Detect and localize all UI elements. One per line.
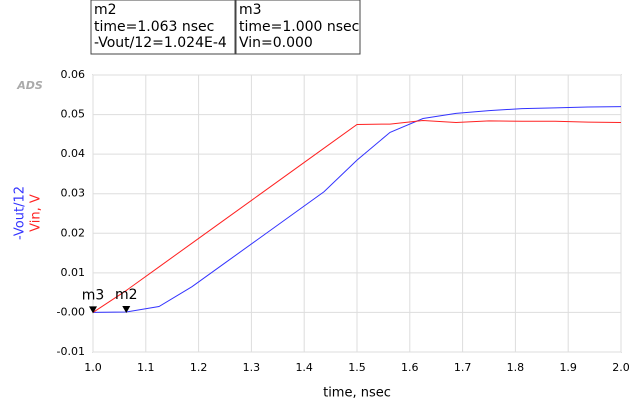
y-axis-label: Vin, V <box>29 194 44 232</box>
x-tick-label: 1.6 <box>401 361 419 374</box>
y-tick-label: 0.04 <box>61 147 86 160</box>
x-tick-label: 1.8 <box>507 361 525 374</box>
marker-box <box>90 0 236 55</box>
y-tick-label: 0.02 <box>61 226 86 239</box>
x-tick-label: 1.3 <box>243 361 261 374</box>
y-tick-label: -0.01 <box>57 345 85 358</box>
x-tick-label: 1.1 <box>137 361 155 374</box>
marker-label: m3 <box>82 287 105 303</box>
series-line <box>92 120 622 313</box>
marker-text: Vin=0.000 <box>239 35 313 51</box>
marker-name: m3 <box>239 2 262 18</box>
x-tick-label: 2.0 <box>612 361 630 374</box>
y-tick-label: -0.00 <box>57 305 85 318</box>
series-line <box>92 106 622 313</box>
x-tick-label: 1.7 <box>454 361 472 374</box>
y-axis-label: -Vout/12 <box>13 186 28 240</box>
marker-triangle <box>122 306 131 314</box>
x-tick-label: 1.5 <box>348 361 366 374</box>
marker-box <box>235 0 361 55</box>
marker-name: m2 <box>94 2 117 18</box>
x-tick-label: 1.2 <box>190 361 208 374</box>
y-tick-label: 0.05 <box>61 108 86 121</box>
marker-text: time=1.063 nsec <box>94 19 214 35</box>
marker-triangle <box>89 306 97 314</box>
x-tick-label: 1.0 <box>84 361 102 374</box>
y-tick-label: 0.03 <box>61 187 86 200</box>
marker-text: time=1.000 nsec <box>239 19 359 35</box>
x-tick-label: 1.9 <box>559 361 577 374</box>
marker-label: m2 <box>115 287 138 303</box>
x-tick-label: 1.4 <box>295 361 313 374</box>
logo: ADS <box>16 79 43 92</box>
y-tick-label: 0.01 <box>61 266 86 279</box>
marker-text: -Vout/12=1.024E-4 <box>94 35 227 51</box>
y-tick-label: 0.06 <box>61 68 86 81</box>
x-axis-label: time, nsec <box>323 386 391 401</box>
